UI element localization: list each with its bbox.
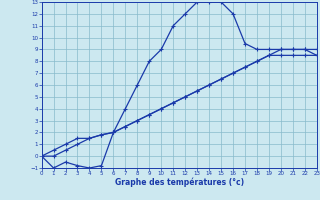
X-axis label: Graphe des températures (°c): Graphe des températures (°c) [115,178,244,187]
